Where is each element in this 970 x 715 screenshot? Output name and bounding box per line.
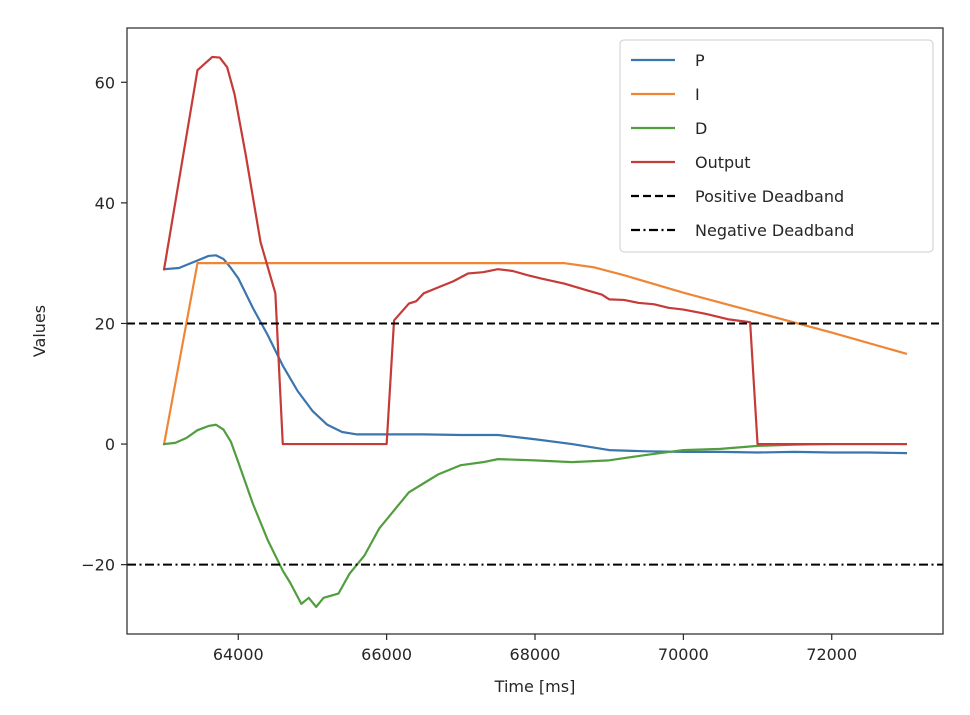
legend-box — [619, 39, 934, 253]
y-tick-label: 20 — [95, 314, 115, 333]
legend-label-negative-deadband: Negative Deadband — [695, 221, 854, 240]
series-line-d — [162, 423, 908, 608]
x-tick-label: 68000 — [510, 645, 561, 664]
x-axis-label: Time [ms] — [494, 677, 576, 696]
legend: PID Output Positive Deadband Negative Deadb… — [619, 39, 934, 253]
y-tick-label: 60 — [95, 73, 115, 92]
x-tick-label: 64000 — [213, 645, 264, 664]
x-tick-label: 72000 — [806, 645, 857, 664]
y-tick-label: −20 — [81, 556, 115, 575]
ticks-layer: 64000 66000 68000 70000 72000 −20 0 20 40 60 — [81, 73, 857, 664]
legend-label-i: I — [695, 85, 700, 104]
series-layer — [127, 55, 943, 608]
legend-label-positive-deadband: Positive Deadband — [695, 187, 844, 206]
y-tick-label: 40 — [95, 194, 115, 213]
legend-label-output: Output — [695, 153, 751, 172]
x-tick-label: 70000 — [658, 645, 709, 664]
x-tick-label: 66000 — [361, 645, 412, 664]
legend-label-d: D — [695, 119, 707, 138]
series-line-p — [162, 254, 908, 455]
series-line-output — [162, 55, 908, 446]
series-line-i — [162, 262, 908, 446]
y-tick-label: 0 — [105, 435, 115, 454]
legend-label-p: P — [695, 51, 705, 70]
y-axis-label: Values — [30, 305, 49, 357]
